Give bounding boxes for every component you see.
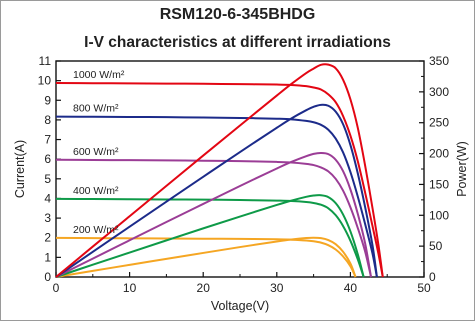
y-tick-label: 5 bbox=[44, 172, 51, 186]
y-tick-label: 3 bbox=[44, 211, 51, 225]
power-curve-800 bbox=[55, 103, 378, 278]
y-tick-label: 10 bbox=[38, 74, 52, 88]
current-curve-600 bbox=[55, 158, 372, 278]
x-axis-label: Voltage(V) bbox=[211, 299, 269, 313]
current-curve-800 bbox=[55, 115, 378, 278]
power-curve-600 bbox=[55, 152, 372, 278]
y2-tick-label: 100 bbox=[429, 208, 449, 222]
irradiance-label-600: 600 W/m² bbox=[73, 146, 119, 158]
x-tick-label: 30 bbox=[270, 281, 284, 295]
y-tick-label: 9 bbox=[44, 93, 51, 107]
current-curve-1000 bbox=[55, 81, 384, 278]
y-tick-label: 8 bbox=[44, 113, 51, 127]
y-tick-label: 7 bbox=[44, 133, 51, 147]
irradiance-label-800: 800 W/m² bbox=[73, 103, 119, 115]
power-curve-200 bbox=[55, 236, 357, 278]
y2-tick-label: 0 bbox=[429, 270, 436, 284]
y-tick-label: 0 bbox=[44, 270, 51, 284]
current-curve-400 bbox=[55, 197, 365, 278]
y2-tick-label: 50 bbox=[429, 239, 443, 253]
x-tick-label: 0 bbox=[53, 281, 60, 295]
power-curve-400 bbox=[55, 194, 365, 278]
y2-tick-label: 150 bbox=[429, 177, 449, 191]
y-tick-label: 6 bbox=[44, 152, 51, 166]
x-tick-label: 50 bbox=[417, 281, 431, 295]
power-curve-1000 bbox=[55, 63, 384, 278]
plot-area-border bbox=[55, 60, 425, 278]
y2-tick-label: 300 bbox=[429, 85, 449, 99]
chart-subtitle: I-V characteristics at different irradia… bbox=[84, 34, 391, 51]
irradiance-label-1000: 1000 W/m² bbox=[73, 69, 125, 81]
y2-tick-label: 200 bbox=[429, 147, 449, 161]
irradiance-label-400: 400 W/m² bbox=[73, 185, 119, 197]
y-axis-label: Current(A) bbox=[13, 140, 27, 198]
x-tick-label: 40 bbox=[344, 281, 358, 295]
chart-title: RSM120-6-345BHDG bbox=[159, 6, 316, 23]
y-tick-label: 4 bbox=[44, 191, 51, 205]
y-tick-label: 1 bbox=[44, 250, 51, 264]
y2-tick-label: 250 bbox=[429, 116, 449, 130]
y-tick-label: 11 bbox=[39, 54, 52, 68]
x-tick-label: 10 bbox=[123, 281, 137, 295]
y-tick-label: 2 bbox=[44, 231, 51, 245]
y2-axis-label: Power(W) bbox=[455, 141, 469, 197]
x-tick-label: 20 bbox=[197, 281, 211, 295]
y2-tick-label: 350 bbox=[429, 54, 449, 68]
irradiance-label-200: 200 W/m² bbox=[73, 224, 119, 236]
current-curve-200 bbox=[55, 236, 357, 278]
